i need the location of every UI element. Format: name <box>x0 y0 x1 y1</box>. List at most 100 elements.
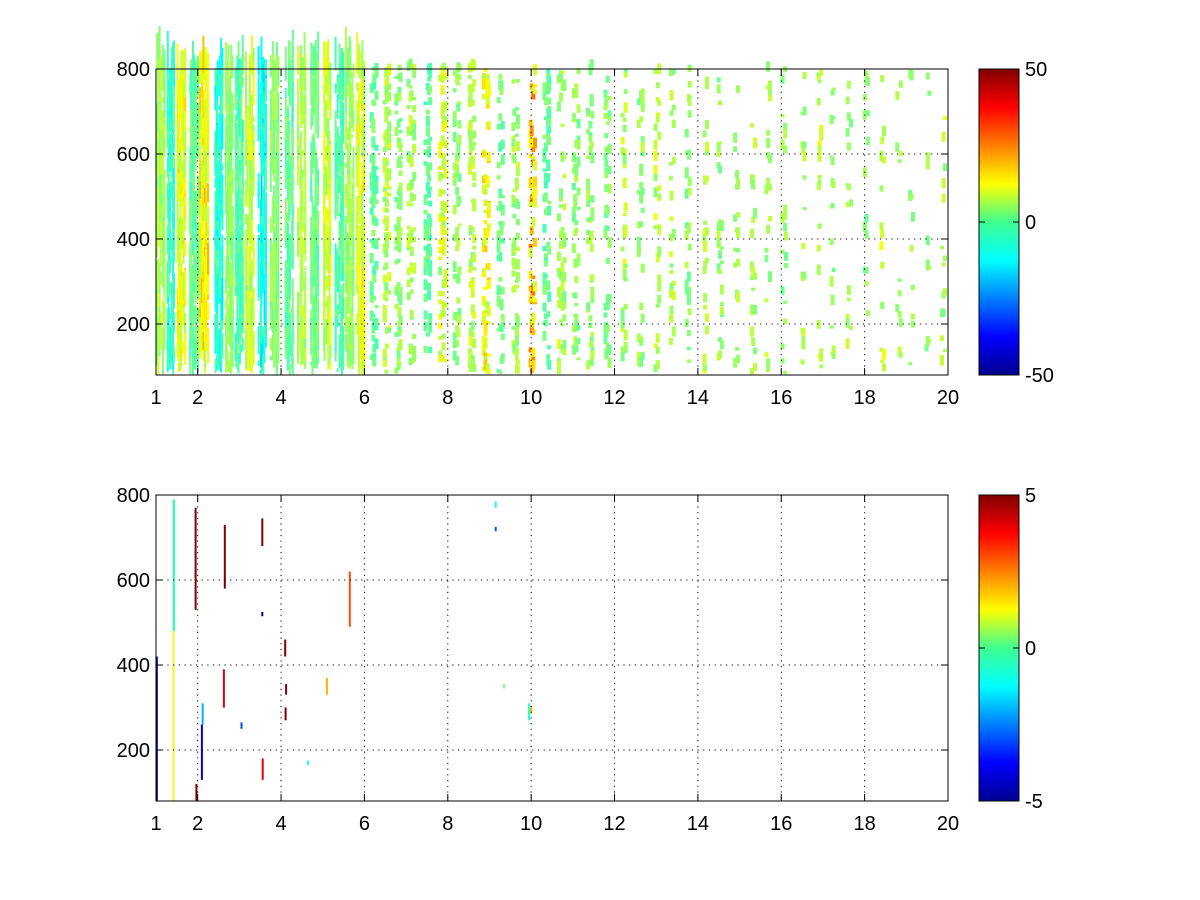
heatmap-cell <box>925 152 930 163</box>
heatmap-cell <box>193 76 195 117</box>
heatmap-cell <box>159 173 162 208</box>
heatmap-cell <box>438 291 443 297</box>
heatmap-cell <box>202 221 205 251</box>
heatmap-cell <box>472 338 477 349</box>
heatmap-cell <box>167 246 170 274</box>
heatmap-cell <box>300 131 302 139</box>
heatmap-cell <box>157 59 160 75</box>
heatmap-cell <box>304 53 307 80</box>
heatmap-cell <box>265 241 267 278</box>
heatmap-cell <box>576 324 581 330</box>
heatmap-cell <box>299 177 302 199</box>
heatmap-cell <box>236 108 239 121</box>
heatmap-cell <box>382 304 387 312</box>
heatmap-cell <box>441 153 446 160</box>
heatmap-cell <box>218 243 221 275</box>
heatmap-cell <box>562 154 567 160</box>
heatmap-cell <box>238 273 241 287</box>
heatmap-cell <box>169 181 172 200</box>
heatmap-cell <box>387 109 392 116</box>
heatmap-cell <box>371 118 376 128</box>
heatmap-cell <box>515 141 520 152</box>
heatmap-cell <box>260 235 263 275</box>
heatmap-cell <box>229 351 232 373</box>
heatmap-cell <box>317 210 320 235</box>
heatmap-cell <box>207 103 210 119</box>
y-tick-label: 600 <box>117 144 150 166</box>
heatmap-cell <box>310 361 313 366</box>
heatmap-cell <box>291 216 294 230</box>
heatmap-cell <box>927 265 932 270</box>
heatmap-cell <box>455 163 460 174</box>
heatmap-cell <box>334 310 337 317</box>
heatmap-cell <box>515 232 520 240</box>
heatmap-cell <box>438 171 443 182</box>
heatmap-cell <box>560 280 565 291</box>
heatmap-cell <box>190 167 193 210</box>
heatmap-cell <box>351 199 354 214</box>
heatmap-cell <box>686 225 691 234</box>
heatmap-cell <box>190 67 193 105</box>
heatmap-cell <box>653 171 658 182</box>
heatmap-cell <box>547 246 552 255</box>
heatmap-cell <box>344 50 347 77</box>
heatmap-cell <box>396 137 401 148</box>
heatmap-cell <box>314 88 317 104</box>
heatmap-cell <box>498 113 503 121</box>
heatmap-cell <box>273 348 276 368</box>
heatmap-cell <box>334 110 337 144</box>
heatmap-cell <box>177 79 180 121</box>
heatmap-cell <box>470 280 475 292</box>
heatmap-cell <box>315 301 318 313</box>
heatmap-cell <box>603 334 608 345</box>
heatmap-cell <box>229 262 232 304</box>
heatmap-cell <box>356 263 359 271</box>
heatmap-cell <box>384 216 389 220</box>
heatmap-cell <box>170 238 173 251</box>
heatmap-cell <box>221 180 224 209</box>
heatmap-cell <box>817 223 822 229</box>
heatmap-segment <box>155 656 158 801</box>
heatmap-cell <box>398 72 403 82</box>
heatmap-cell <box>344 130 347 139</box>
heatmap-cell <box>304 342 307 361</box>
heatmap-cell <box>216 274 219 292</box>
heatmap-cell <box>180 346 183 361</box>
heatmap-cell <box>205 239 208 250</box>
heatmap-cell <box>226 347 229 363</box>
heatmap-cell <box>671 119 676 128</box>
heatmap-cell <box>636 120 641 124</box>
heatmap-cell <box>925 259 930 271</box>
heatmap-cell <box>291 353 294 375</box>
heatmap-cell <box>172 256 174 281</box>
heatmap-cell <box>704 175 709 182</box>
heatmap-cell <box>428 260 433 269</box>
heatmap-cell <box>438 142 443 150</box>
heatmap-cell <box>636 121 641 128</box>
heatmap-cell <box>156 165 159 180</box>
heatmap-cell <box>156 260 159 296</box>
heatmap-cell <box>472 60 477 71</box>
heatmap-cell <box>543 257 548 261</box>
heatmap-cell <box>882 348 886 360</box>
heatmap-cell <box>372 171 377 179</box>
heatmap-cell <box>425 127 430 137</box>
heatmap-cell <box>288 69 291 106</box>
heatmap-cell <box>470 155 475 165</box>
heatmap-cell <box>387 91 392 102</box>
heatmap-cell <box>472 366 477 372</box>
heatmap-cell <box>640 352 645 360</box>
heatmap-cell <box>237 185 240 211</box>
heatmap-cell <box>201 210 204 239</box>
heatmap-cell <box>394 76 399 80</box>
heatmap-cell <box>241 34 244 75</box>
heatmap-cell <box>604 171 609 179</box>
heatmap-cell <box>780 358 785 364</box>
heatmap-cell <box>252 62 255 82</box>
heatmap-cell <box>323 84 326 107</box>
heatmap-cell <box>327 70 330 111</box>
heatmap-cell <box>802 151 807 162</box>
heatmap-cell <box>657 294 662 304</box>
heatmap-cell <box>205 310 208 352</box>
heatmap-cell <box>384 191 389 197</box>
